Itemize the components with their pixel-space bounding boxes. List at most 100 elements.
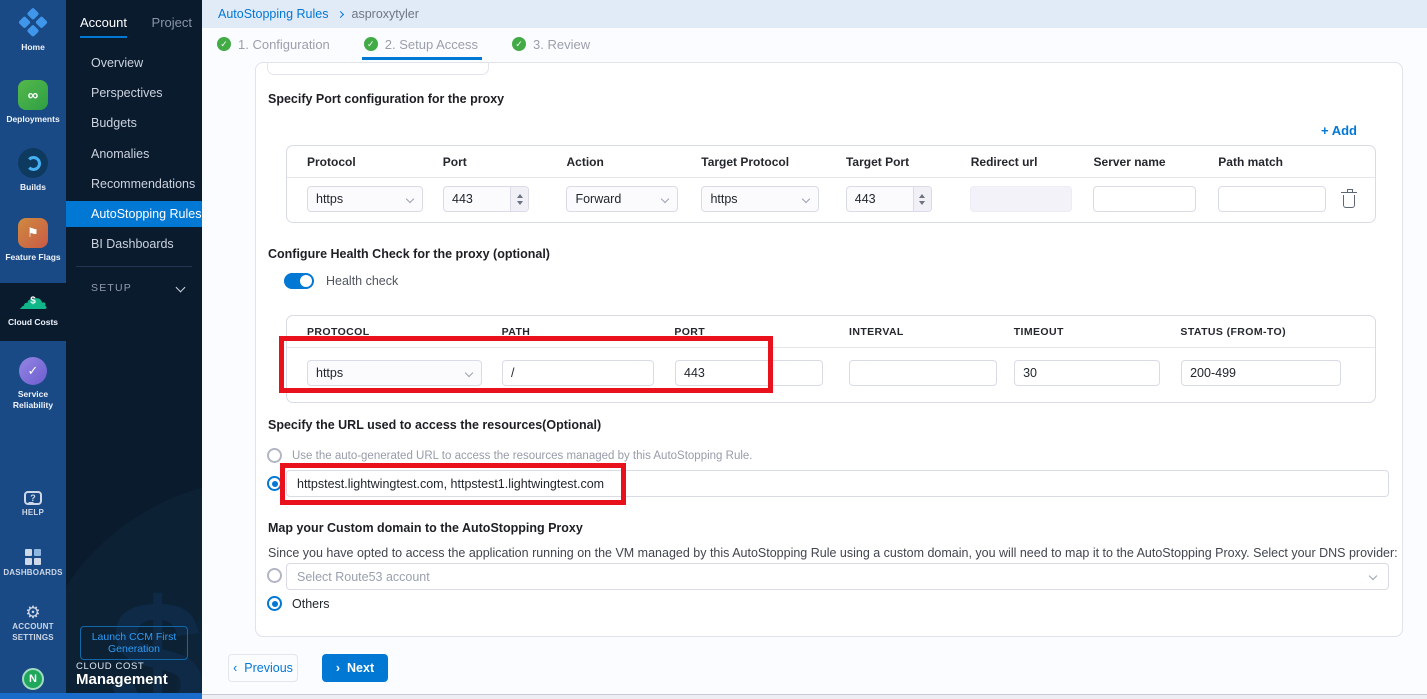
- health-interval-input[interactable]: [849, 360, 998, 386]
- sidebar-item-perspectives[interactable]: Perspectives: [91, 86, 163, 100]
- rail-item-dashboards[interactable]: DASHBOARDS: [0, 549, 66, 579]
- col-action: Action: [566, 155, 604, 169]
- health-timeout-input[interactable]: 30: [1014, 360, 1161, 386]
- rail-item-profile[interactable]: N: [0, 668, 66, 690]
- window-bottom-edge-left: [0, 693, 202, 699]
- launch-ccm-first-generation-button[interactable]: Launch CCM First Generation: [80, 626, 188, 660]
- rail-item-label: Deployments: [6, 114, 60, 124]
- health-check-toggle[interactable]: [284, 273, 314, 289]
- avatar[interactable]: N: [22, 668, 44, 690]
- tab-project[interactable]: Project: [151, 15, 192, 30]
- sidebar-setup-label[interactable]: SETUP: [91, 282, 133, 294]
- auto-url-radio[interactable]: [267, 448, 282, 463]
- health-status-input[interactable]: 200-499: [1181, 360, 1342, 386]
- col-target-protocol: Target Protocol: [701, 155, 790, 169]
- health-port-input[interactable]: 443: [675, 360, 823, 386]
- rail-item-service-reliability[interactable]: ✓ Service Reliability: [0, 357, 66, 410]
- builds-icon: [18, 148, 48, 178]
- col-interval: INTERVAL: [849, 326, 904, 338]
- chevron-down-icon[interactable]: [175, 282, 186, 293]
- rail-item-label: Service: [17, 389, 49, 399]
- delete-row-icon[interactable]: [1340, 188, 1357, 208]
- add-port-row-button[interactable]: + Add: [1320, 123, 1357, 138]
- rail-item-cloud-costs[interactable]: ☁ $ Cloud Costs: [0, 285, 66, 328]
- port-table-header: Protocol Port Action Target Protocol Tar…: [287, 146, 1375, 178]
- step-setup-access[interactable]: ✓ 2. Setup Access: [361, 37, 483, 60]
- sidebar-item-bi-dashboards[interactable]: BI Dashboards: [91, 237, 174, 251]
- custom-url-radio[interactable]: [267, 476, 282, 491]
- step-label: 1. Configuration: [238, 36, 330, 52]
- sidebar-divider: [76, 266, 192, 267]
- port-config-table: Protocol Port Action Target Protocol Tar…: [286, 145, 1376, 223]
- protocol-select[interactable]: https: [307, 186, 423, 212]
- brand-management: Management: [76, 671, 168, 688]
- custom-url-input[interactable]: httpstest.lightwingtest.com, httpstest1.…: [286, 470, 1389, 497]
- dns-section-description: Since you have opted to access the appli…: [268, 546, 1398, 560]
- main-area: AutoStopping Rules asproxytyler ✓ 1. Con…: [202, 0, 1427, 699]
- others-radio[interactable]: [267, 596, 282, 611]
- rail-item-label: Feature Flags: [5, 252, 61, 262]
- port-input[interactable]: 443: [443, 186, 529, 212]
- col-port: Port: [442, 155, 467, 169]
- col-redirect-url: Redirect url: [970, 155, 1038, 169]
- path-match-input[interactable]: [1218, 186, 1327, 212]
- step-configuration[interactable]: ✓ 1. Configuration: [217, 37, 330, 52]
- rail-item-home[interactable]: Home: [0, 7, 66, 53]
- rail-item-label: Builds: [20, 182, 46, 192]
- step-label: 3. Review: [533, 36, 591, 52]
- dns-section-title: Map your Custom domain to the AutoStoppi…: [268, 521, 583, 535]
- rail-item-builds[interactable]: Builds: [0, 148, 66, 193]
- previous-button[interactable]: ‹ Previous: [228, 654, 298, 682]
- target-port-input[interactable]: 443: [845, 186, 932, 212]
- health-path-input[interactable]: /: [502, 360, 654, 386]
- sidebar-item-autostopping-rules[interactable]: AutoStopping Rules: [66, 201, 202, 227]
- horizontal-scrollbar[interactable]: [202, 694, 1427, 699]
- route53-option-row: [267, 568, 282, 583]
- server-name-input[interactable]: [1093, 186, 1197, 212]
- number-spinner[interactable]: [510, 187, 528, 211]
- tab-account[interactable]: Account: [80, 15, 127, 38]
- dashboards-icon: [25, 549, 41, 565]
- port-table-row: https 443 Forward https 443: [287, 178, 1375, 222]
- chevron-down-icon: [464, 368, 474, 378]
- others-option-row: Others: [267, 596, 330, 611]
- scope-tabs: Account Project: [80, 15, 192, 38]
- rail-selected-highlight: [0, 283, 66, 341]
- col-server-name: Server name: [1093, 155, 1166, 169]
- health-check-toggle-row: Health check: [284, 273, 398, 289]
- custom-url-option-row: [267, 476, 282, 491]
- rail-item-account-settings[interactable]: ⚙ ACCOUNT SETTINGS: [0, 604, 66, 643]
- route53-radio[interactable]: [267, 568, 282, 583]
- rail-item-label2: SETTINGS: [12, 632, 54, 642]
- rail-item-label: ACCOUNT: [12, 622, 54, 631]
- sidebar-watermark-dollar: $: [110, 566, 202, 699]
- next-button[interactable]: › Next: [322, 654, 388, 682]
- brand-cloud-cost: CLOUD COST: [76, 661, 145, 672]
- rail-item-label: Home: [21, 42, 45, 52]
- breadcrumb-autostopping-rules[interactable]: AutoStopping Rules: [218, 7, 329, 21]
- sidebar-item-recommendations[interactable]: Recommendations: [91, 177, 196, 191]
- col-protocol: Protocol: [307, 155, 356, 169]
- wizard-footer: ‹ Previous › Next: [228, 654, 388, 682]
- target-protocol-select[interactable]: https: [701, 186, 820, 212]
- health-table-row: https / 443 30 200-499: [287, 348, 1375, 402]
- route53-account-select[interactable]: Select Route53 account: [286, 563, 1389, 590]
- sidebar-item-budgets[interactable]: Budgets: [91, 116, 137, 130]
- col-status: STATUS (FROM-TO): [1180, 326, 1286, 338]
- col-path: PATH: [501, 326, 531, 338]
- health-protocol-select[interactable]: https: [307, 360, 482, 386]
- rail-item-label2: Reliability: [12, 399, 54, 410]
- rail-item-help[interactable]: ? HELP: [0, 491, 66, 519]
- sidebar-item-anomalies[interactable]: Anomalies: [91, 147, 150, 161]
- auto-url-option-row: Use the auto-generated URL to access the…: [267, 448, 753, 463]
- rail-item-feature-flags[interactable]: ⚑ Feature Flags: [0, 218, 66, 263]
- chevron-down-icon: [405, 194, 415, 204]
- number-spinner[interactable]: [912, 187, 931, 211]
- step-review[interactable]: ✓ 3. Review: [512, 37, 590, 52]
- action-select[interactable]: Forward: [566, 186, 679, 212]
- health-table-header: PROTOCOL PATH PORT INTERVAL TIMEOUT STAT…: [287, 316, 1375, 348]
- sidebar-item-overview[interactable]: Overview: [91, 56, 144, 70]
- step-complete-icon: ✓: [512, 37, 527, 51]
- wizard-steps: ✓ 1. Configuration ✓ 2. Setup Access ✓ 3…: [217, 28, 590, 60]
- rail-item-deployments[interactable]: ∞ Deployments: [0, 80, 66, 125]
